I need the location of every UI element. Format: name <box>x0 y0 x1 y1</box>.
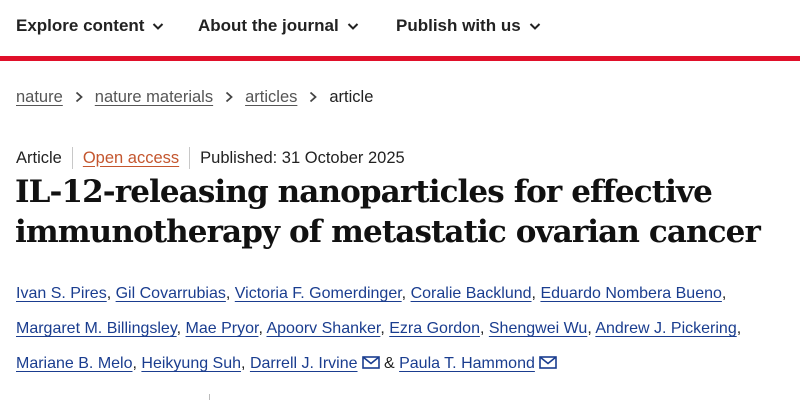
author-comma: , <box>132 355 137 372</box>
author-link[interactable]: Apoorv Shanker <box>266 320 381 337</box>
author-link[interactable]: Victoria F. Gomerdinger <box>234 285 402 302</box>
author-comma: , <box>531 285 536 302</box>
published-date: Published: 31 October 2025 <box>200 148 405 167</box>
article-type: Article <box>16 148 62 167</box>
breadcrumb-current: article <box>329 87 374 106</box>
nav-publish-with-us-label: Publish with us <box>396 16 521 35</box>
author-comma: , <box>225 285 231 302</box>
author-link[interactable]: Eduardo Nombera Bueno <box>540 285 722 302</box>
author-comma: , <box>736 320 742 337</box>
author-list: Ivan S. Pires, Gil Covarrubias, Victoria… <box>16 276 800 381</box>
author-comma: , <box>479 320 485 337</box>
author-link[interactable]: Gil Covarrubias <box>115 285 226 302</box>
author-line-1: Ivan S. Pires, Gil Covarrubias, Victoria… <box>16 276 800 311</box>
breadcrumb-articles[interactable]: articles <box>245 87 298 106</box>
nav-explore-content-label: Explore content <box>16 16 145 35</box>
breadcrumb-nature-materials[interactable]: nature materials <box>94 87 214 106</box>
author-comma: , <box>380 320 385 337</box>
brand-red-divider <box>0 56 800 61</box>
chevron-right-icon <box>310 91 318 103</box>
meta-divider <box>189 147 191 169</box>
author-ampersand: & <box>383 355 395 372</box>
author-link[interactable]: Shengwei Wu <box>488 320 588 337</box>
chevron-down-icon <box>529 23 540 30</box>
meta-divider <box>71 147 73 169</box>
author-link[interactable]: Darrell J. Irvine <box>249 355 358 372</box>
nav-publish-with-us[interactable]: Publish with us <box>396 14 541 38</box>
author-line-3: Mariane B. Melo, Heikyung Suh, Darrell J… <box>16 346 800 381</box>
author-link[interactable]: Ivan S. Pires <box>16 285 107 302</box>
author-comma: , <box>587 320 592 337</box>
author-link[interactable]: Mae Pryor <box>185 320 259 337</box>
mail-icon[interactable] <box>539 356 557 369</box>
author-comma: , <box>721 285 727 302</box>
author-link[interactable]: Paula T. Hammond <box>399 355 535 372</box>
nav-about-journal-label: About the journal <box>198 16 339 35</box>
author-link[interactable]: Andrew J. Pickering <box>595 320 737 337</box>
nav-about-journal[interactable]: About the journal <box>198 14 359 38</box>
open-access-link[interactable]: Open access <box>82 148 180 167</box>
author-comma: , <box>401 285 407 302</box>
chevron-down-icon <box>347 23 358 30</box>
author-link[interactable]: Coralie Backlund <box>410 285 532 302</box>
breadcrumb: nature nature materials articles article <box>16 86 373 108</box>
breadcrumb-nature[interactable]: nature <box>16 87 63 106</box>
author-comma: , <box>176 320 182 337</box>
author-link[interactable]: Ezra Gordon <box>389 320 480 337</box>
author-comma: , <box>241 355 246 372</box>
title-line-1: IL-12-releasing nanoparticles for effect… <box>15 174 713 210</box>
mail-icon[interactable] <box>361 356 380 369</box>
article-title: IL-12-releasing nanoparticles for effect… <box>15 172 795 252</box>
top-navigation: Explore content About the journal Publis… <box>0 0 800 56</box>
author-link[interactable]: Mariane B. Melo <box>16 355 133 372</box>
author-link[interactable]: Margaret M. Billingsley <box>16 320 177 337</box>
chevron-right-icon <box>75 91 83 103</box>
chevron-down-icon <box>153 23 164 30</box>
author-link[interactable]: Heikyung Suh <box>141 355 242 372</box>
author-comma: , <box>258 320 263 337</box>
title-line-2: immunotherapy of metastatic ovarian canc… <box>15 214 761 250</box>
author-line-2: Margaret M. Billingsley, Mae Pryor, Apoo… <box>16 311 800 346</box>
article-meta: Article Open access Published: 31 Octobe… <box>16 147 405 169</box>
column-divider-fragment <box>209 394 210 400</box>
nav-explore-content[interactable]: Explore content <box>16 14 164 38</box>
author-comma: , <box>106 285 112 302</box>
chevron-right-icon <box>226 91 233 103</box>
